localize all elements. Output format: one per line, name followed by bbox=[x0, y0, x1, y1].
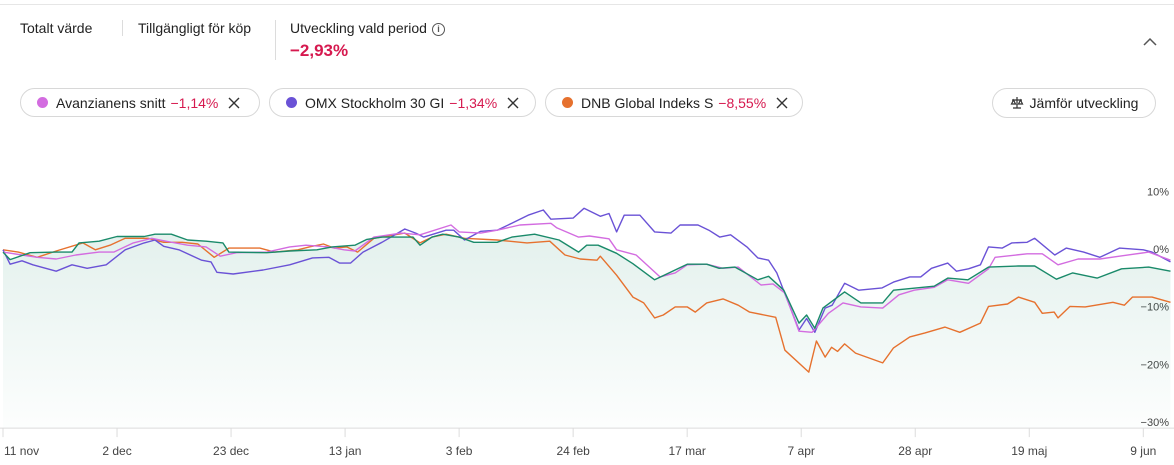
x-tick-label: 19 maj bbox=[1011, 444, 1047, 458]
divider bbox=[275, 20, 276, 60]
comparison-name: OMX Stockholm 30 GI bbox=[305, 94, 445, 111]
period-performance-value: −2,93% bbox=[290, 41, 349, 60]
x-tick-label: 3 feb bbox=[446, 444, 473, 458]
period-performance-title: Utveckling vald period bbox=[290, 20, 427, 36]
comparison-chip[interactable]: Avanzianens snitt −1,14% bbox=[20, 88, 260, 117]
y-tick-label: −10% bbox=[1141, 302, 1170, 314]
series-color-dot bbox=[562, 97, 573, 108]
x-tick-label: 9 jun bbox=[1130, 444, 1156, 458]
portfolio-area bbox=[3, 234, 1171, 429]
x-tick-label: 2 dec bbox=[102, 444, 131, 458]
series-line-avanzianens-snitt bbox=[2, 222, 1171, 333]
y-tick-label: 10% bbox=[1147, 186, 1169, 198]
info-icon[interactable]: i bbox=[431, 23, 445, 36]
series-line-dnb-global-indeks-s bbox=[2, 232, 1171, 373]
comparison-chip[interactable]: DNB Global Indeks S −8,55% bbox=[545, 88, 803, 117]
total-value-tab[interactable]: Totalt värde bbox=[20, 20, 93, 36]
x-tick-label: 28 apr bbox=[898, 444, 932, 458]
y-tick-label: −20% bbox=[1141, 359, 1170, 371]
compare-performance-button[interactable]: Jämför utveckling bbox=[992, 88, 1156, 118]
x-tick-label: 23 dec bbox=[213, 444, 249, 458]
y-tick-label: −30% bbox=[1141, 417, 1170, 429]
close-icon[interactable] bbox=[228, 97, 240, 109]
top-divider bbox=[0, 4, 1174, 5]
comparison-name: Avanzianens snitt bbox=[56, 94, 166, 111]
scale-icon bbox=[1010, 97, 1024, 109]
comparison-change: −1,14% bbox=[170, 94, 219, 111]
series-line-omx-stockholm-30-gi bbox=[2, 207, 1171, 333]
x-tick-label: 11 nov bbox=[4, 444, 39, 458]
comparison-chip[interactable]: OMX Stockholm 30 GI −1,34% bbox=[269, 88, 536, 117]
chevron-up-icon[interactable] bbox=[1142, 34, 1158, 50]
available-for-purchase-tab[interactable]: Tillgängligt för köp bbox=[138, 20, 252, 36]
series-color-dot bbox=[37, 97, 48, 108]
series-color-dot bbox=[286, 97, 297, 108]
x-tick-label: 17 mar bbox=[669, 444, 706, 458]
comparison-change: −8,55% bbox=[718, 94, 767, 111]
comparison-name: DNB Global Indeks S bbox=[581, 94, 714, 111]
close-icon[interactable] bbox=[507, 97, 519, 109]
period-performance-label: Utveckling vald period i bbox=[290, 20, 445, 36]
divider bbox=[122, 20, 123, 36]
x-tick-label: 13 jan bbox=[329, 444, 362, 458]
x-tick-label: 24 feb bbox=[556, 444, 590, 458]
comparison-change: −1,34% bbox=[449, 94, 498, 111]
series-line-portfolio bbox=[2, 233, 1171, 329]
x-tick-label: 7 apr bbox=[788, 444, 815, 458]
y-tick-label: 0% bbox=[1153, 244, 1169, 256]
close-icon[interactable] bbox=[776, 97, 788, 109]
compare-performance-label: Jämför utveckling bbox=[1029, 95, 1139, 111]
